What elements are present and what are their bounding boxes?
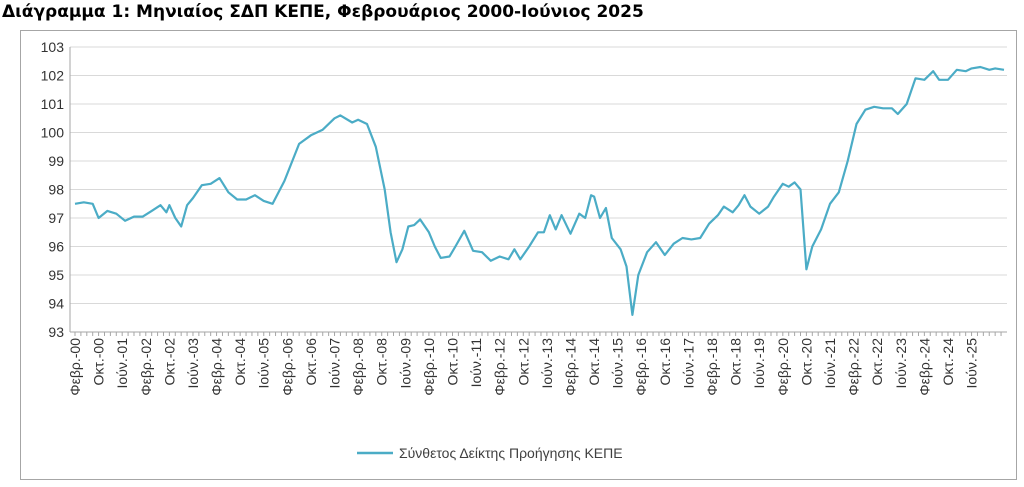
x-tick-label: Φεβρ.-22 bbox=[846, 338, 862, 396]
series-line bbox=[74, 65, 1005, 316]
x-tick-label: Ιούν.-09 bbox=[397, 338, 413, 389]
x-tick-label: Φεβρ.-18 bbox=[704, 338, 720, 396]
x-tick-label: Φεβρ.-04 bbox=[209, 338, 225, 396]
legend: Σύνθετος Δείκτης Προήγησης ΚΕΠΕ bbox=[357, 445, 623, 461]
x-tick-label: Οκτ.-22 bbox=[869, 338, 885, 386]
x-tick-label: Ιούν.-25 bbox=[964, 338, 980, 389]
gridlines bbox=[70, 46, 1007, 333]
y-tick-label: 97 bbox=[48, 210, 64, 226]
y-tick-label: 94 bbox=[48, 296, 64, 312]
y-tick-label: 98 bbox=[48, 182, 64, 198]
x-tick-label: Οκτ.-02 bbox=[161, 338, 177, 386]
x-tick-label: Φεβρ.-02 bbox=[138, 338, 154, 396]
x-tick-label: Φεβρ.-24 bbox=[916, 338, 932, 396]
legend-label: Σύνθετος Δείκτης Προήγησης ΚΕΠΕ bbox=[399, 445, 623, 461]
x-tick-label: Ιούν.-21 bbox=[822, 338, 838, 389]
x-tick-label: Οκτ.-20 bbox=[798, 338, 814, 386]
x-tick-label: Οκτ.-00 bbox=[91, 338, 107, 386]
x-tick-label: Ιούν.-17 bbox=[680, 338, 696, 389]
x-tick-label: Φεβρ.-10 bbox=[421, 338, 437, 396]
x-tick-label: Ιούν.-01 bbox=[114, 338, 130, 389]
x-tick-label: Οκτ.-24 bbox=[940, 338, 956, 386]
x-tick-label: Οκτ.-06 bbox=[303, 338, 319, 386]
x-tick-label: Ιούν.-13 bbox=[539, 338, 555, 389]
x-tick-label: Ιούν.-19 bbox=[751, 338, 767, 389]
y-tick-label: 96 bbox=[48, 239, 64, 255]
plot-area bbox=[74, 65, 1005, 316]
x-tick-label: Ιούν.-15 bbox=[610, 338, 626, 389]
x-tick-label: Οκτ.-04 bbox=[232, 338, 248, 386]
x-tick-label: Φεβρ.-16 bbox=[633, 338, 649, 396]
x-tick-label: Ιούν.-05 bbox=[256, 338, 272, 389]
chart-title: Διάγραμμα 1: Μηνιαίος ΣΔΠ ΚΕΠΕ, Φεβρουάρ… bbox=[2, 2, 644, 22]
y-tick-label: 100 bbox=[41, 125, 65, 141]
x-tick-label: Φεβρ.-14 bbox=[562, 338, 578, 396]
x-tick-label: Οκτ.-10 bbox=[444, 338, 460, 386]
x-tick-label: Φεβρ.-08 bbox=[350, 338, 366, 396]
x-tick-label: Ιούν.-07 bbox=[327, 338, 343, 389]
y-tick-label: 93 bbox=[48, 324, 64, 340]
x-tick-label: Οκτ.-14 bbox=[586, 338, 602, 386]
x-tick-label: Ιούν.-11 bbox=[468, 338, 484, 388]
x-tick-label: Οκτ.-12 bbox=[515, 338, 531, 386]
x-tick-label: Οκτ.-08 bbox=[374, 338, 390, 386]
y-tick-label: 99 bbox=[48, 153, 64, 169]
x-tick-label: Φεβρ.-20 bbox=[775, 338, 791, 396]
x-tick-label: Φεβρ.-12 bbox=[492, 338, 508, 396]
x-axis: Φεβρ.-00 Οκτ.-00 Ιούν.-01 Φεβρ.-02 Οκτ.-02 Ιο… bbox=[67, 331, 1007, 396]
x-tick-label: Οκτ.-18 bbox=[728, 338, 744, 386]
x-tick-label: Οκτ.-16 bbox=[657, 338, 673, 386]
y-tick-label: 101 bbox=[41, 96, 65, 112]
y-tick-label: 102 bbox=[41, 68, 65, 84]
x-tick-label: Ιούν.-23 bbox=[893, 338, 909, 389]
y-tick-label: 103 bbox=[41, 39, 65, 55]
x-tick-label: Φεβρ.-00 bbox=[67, 338, 83, 396]
y-tick-label: 95 bbox=[48, 267, 64, 283]
x-tick-label: Ιούν.-03 bbox=[185, 338, 201, 389]
x-tick-label: Φεβρ.-06 bbox=[279, 338, 295, 396]
y-axis: 93 94 95 96 97 98 99 100 101 102 103 bbox=[41, 39, 71, 340]
